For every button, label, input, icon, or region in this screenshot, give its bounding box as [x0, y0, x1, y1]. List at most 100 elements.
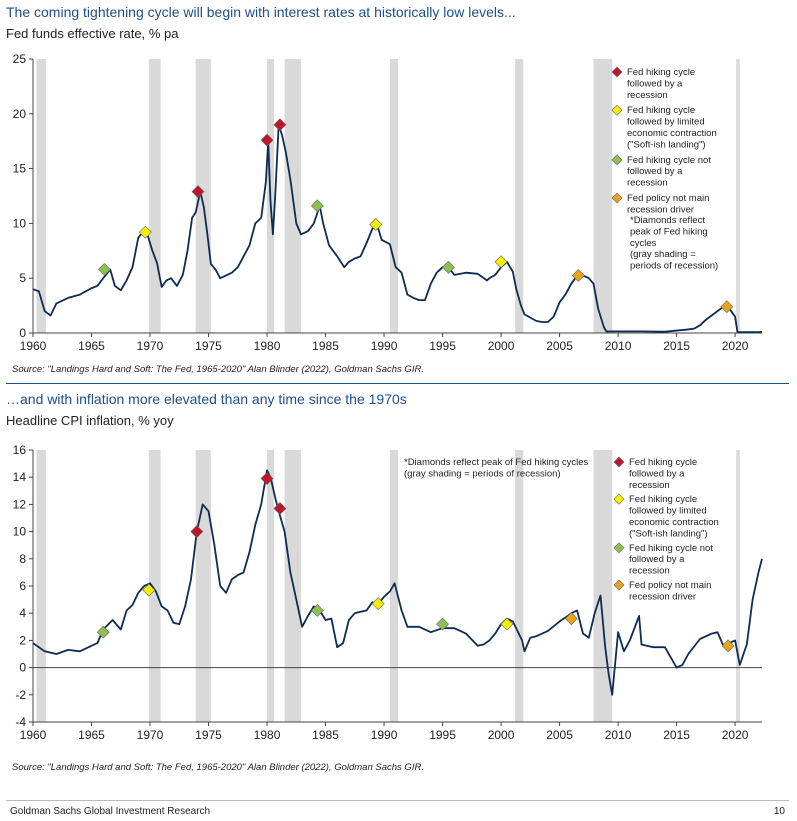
chart1-note-text: cycles	[630, 238, 657, 249]
chart1-recession-band	[389, 59, 399, 333]
chart1-legend-text: followed by a	[627, 166, 683, 177]
chart1-x-tick-label: 1970	[137, 339, 164, 353]
chart2-recession-band	[593, 450, 613, 722]
chart2-plot: -4 -2 0 2 4 6 8 10 12 14 16 1960 1965 1970 1975 1980 198…	[13, 443, 763, 742]
chart1-recession-band	[195, 59, 211, 333]
chart2-marker-green	[96, 625, 110, 639]
chart2-x-tick-label: 1985	[312, 728, 339, 742]
chart2-x-tick-label: 2020	[722, 728, 749, 742]
chart1-x-tick-label: 2005	[546, 339, 573, 353]
chart2-legend-text: Fed hiking cycle	[629, 457, 697, 468]
chart2-marker-yellow	[500, 617, 514, 631]
chart1-y-tick-label: 25	[13, 52, 27, 66]
chart1-legend-swatch	[611, 154, 623, 166]
chart1-title: The coming tightening cycle will begin w…	[6, 4, 516, 20]
chart1-y-tick-label: 20	[13, 107, 27, 121]
chart1-legend-swatch	[611, 104, 623, 116]
chart2-x-tick-label: 2010	[605, 728, 632, 742]
chart1-legend-text: ("Soft-ish landing")	[627, 139, 706, 150]
chart2-y-tick-label: -2	[15, 688, 26, 702]
chart1-legend-text: recession	[627, 90, 668, 101]
chart1-x-tick-label: 1995	[429, 339, 456, 353]
chart1-recession-band	[36, 59, 46, 333]
chart2-legend-text: Fed policy not main	[629, 580, 711, 591]
chart2-recession-band	[267, 450, 275, 722]
chart2-y-tick-label: 6	[19, 579, 26, 593]
chart1-y-tick-label: 5	[19, 271, 26, 285]
chart2-x-tick-label: 2005	[546, 728, 573, 742]
chart2-legend-text: ("Soft-ish landing")	[629, 528, 708, 539]
chart1-recession-band	[515, 59, 524, 333]
chart1-source: Source: "Landings Hard and Soft: The Fed…	[12, 364, 424, 375]
chart2-legend-text: economic contraction	[629, 517, 719, 528]
chart2-legend-text: recession	[629, 566, 670, 577]
chart2-marker-orange	[721, 639, 735, 653]
chart1-marker-orange	[571, 269, 585, 282]
chart2-subtitle: Headline CPI inflation, % yoy	[6, 413, 174, 428]
chart2-recession-band	[515, 450, 524, 722]
chart2-y-tick-label: 0	[19, 661, 26, 675]
chart1-legend-swatch	[611, 66, 623, 78]
chart1-legend-text: economic contraction	[627, 128, 717, 139]
chart1-marker-yellow	[369, 218, 383, 231]
chart2-y-tick-label: 4	[19, 606, 26, 620]
chart2-y-tick-label: 8	[19, 552, 26, 566]
chart1-legend-text: recession	[627, 178, 668, 189]
chart2-legend-swatch	[613, 579, 625, 591]
chart2-x-tick-label: 1975	[195, 728, 222, 742]
chart2-title: …and with inflation more elevated than a…	[6, 391, 407, 407]
chart1-series-line	[32, 123, 763, 333]
chart2-recession-band	[36, 450, 46, 722]
chart1-x-tick-label: 2015	[663, 339, 690, 353]
chart1-x-tick-label: 2000	[488, 339, 515, 353]
chart2-y-tick-label: 16	[13, 443, 27, 457]
chart1-marker-red	[260, 133, 274, 147]
chart2-x-tick-label: 1980	[254, 728, 281, 742]
chart1-recession-band	[736, 59, 740, 333]
chart2-y-tick-label: 10	[13, 525, 27, 539]
chart1-legend-text: followed by a	[627, 78, 683, 89]
chart1-plot: 0 5 10 15 20 25 1960 1965 1970 1975 1980 1985 1990 19…	[13, 52, 763, 353]
chart2-marker-yellow	[142, 583, 156, 597]
chart2-legend-text: recession driver	[629, 591, 696, 602]
chart2-x-tick-label: 1965	[78, 728, 105, 742]
chart2-legend-text: followed by a	[629, 554, 685, 565]
chart1-recession-band	[593, 59, 613, 333]
chart2-recession-band	[195, 450, 211, 722]
chart2-y-tick-label: -4	[15, 715, 26, 729]
footer-publisher: Goldman Sachs Global Investment Research	[10, 806, 211, 817]
chart1-x-tick-label: 2010	[605, 339, 632, 353]
chart2-x-tick-label: 1970	[137, 728, 164, 742]
chart2-x-tick-label: 1995	[429, 728, 456, 742]
chart2-marker-green	[436, 617, 449, 631]
chart2-marker-red	[273, 502, 287, 515]
chart1-x-tick-label: 1965	[78, 339, 105, 353]
chart2-marker-red	[260, 472, 274, 485]
chart1-marker-red	[191, 185, 205, 199]
chart1-y-tick-label: 10	[13, 216, 27, 230]
chart1-legend-text: Fed hiking cycle	[627, 67, 695, 78]
chart2-legend-text: followed by a	[629, 468, 685, 479]
chart2-recession-band	[736, 450, 740, 722]
chart1-y-tick-label: 15	[13, 162, 27, 176]
chart1-marker-yellow	[138, 225, 152, 239]
chart2-legend-swatch	[613, 456, 625, 468]
chart2-marker-red	[190, 525, 204, 539]
chart2-x-tick-label: 2015	[663, 728, 690, 742]
chart2-x-tick-label: 1990	[371, 728, 398, 742]
chart2-y-tick-label: 2	[19, 633, 26, 647]
chart1-note-text: periods of recession)	[630, 261, 718, 272]
chart1-x-tick-label: 1960	[20, 339, 47, 353]
chart1-note-text: peak of Fed hiking	[630, 226, 708, 237]
chart1-x-tick-label: 1990	[371, 339, 398, 353]
chart2-x-tick-label: 1960	[20, 728, 47, 742]
chart1-recession-band	[148, 59, 161, 333]
chart2-legend-swatch	[613, 542, 625, 554]
chart1-y-tick-label: 0	[19, 326, 26, 340]
chart2-y-tick-label: 14	[13, 470, 27, 484]
chart2-source: Source: "Landings Hard and Soft: The Fed…	[12, 762, 424, 773]
chart1-marker-orange	[720, 300, 734, 314]
chart1-x-tick-label: 1985	[312, 339, 339, 353]
chart2-recession-band	[148, 450, 161, 722]
chart2-legend-text: Fed hiking cycle not	[629, 543, 713, 554]
